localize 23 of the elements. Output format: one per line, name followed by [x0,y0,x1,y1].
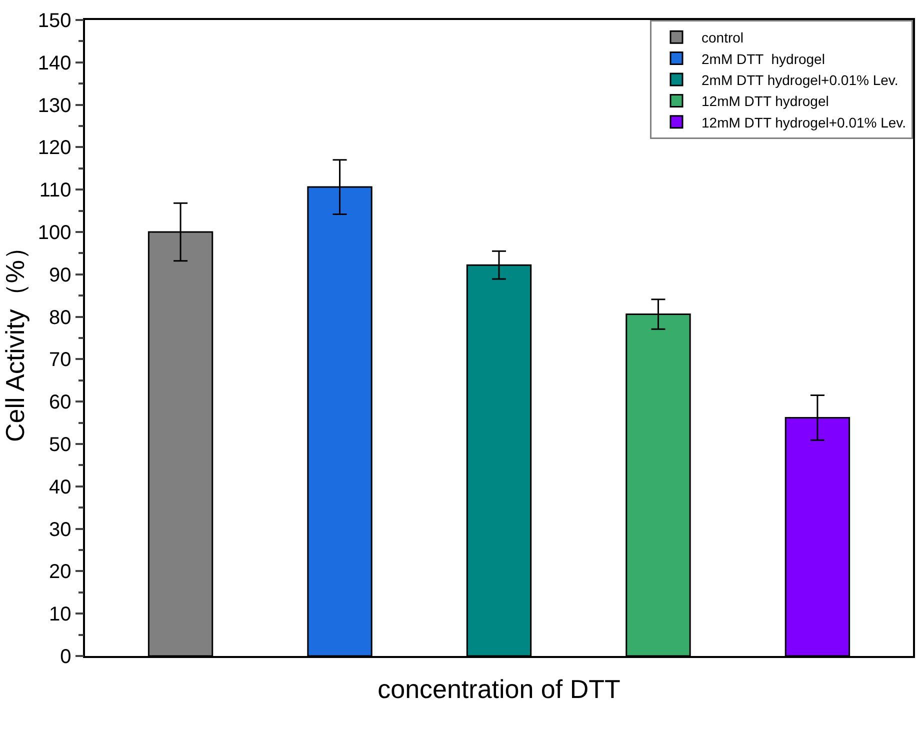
y-tick-label: 50 [49,434,72,456]
y-axis-title: Cell Activity（%） [0,234,30,442]
y-tick-label: 60 [49,392,72,414]
y-tick-label: 70 [49,349,72,372]
y-tick-label: 20 [49,561,72,584]
y-tick-label: 40 [49,476,72,498]
y-tick-label: 90 [49,264,72,286]
y-tick-label: 0 [60,646,72,668]
y-tick-label: 30 [49,518,72,541]
y-tick-label: 140 [38,52,72,74]
legend-label: 2mM DTT hydrogel [702,50,825,67]
y-tick-label: 100 [38,222,72,244]
y-tick-label: 10 [49,604,72,626]
legend-label: 12mM DTT hydrogel+0.01% Lev. [702,114,906,130]
legend-label: 2mM DTT hydrogel+0.01% Lev. [702,72,898,88]
y-tick-label: 120 [38,137,72,160]
legend-label: 12mM DTT hydrogel [702,93,829,110]
x-axis-title: concentration of DTT [378,674,620,704]
y-tick-label: 80 [49,306,72,329]
y-tick-label: 150 [38,10,72,32]
legend-label: control [702,30,744,46]
y-tick-label: 130 [38,94,72,117]
y-tick-label: 110 [39,180,72,202]
